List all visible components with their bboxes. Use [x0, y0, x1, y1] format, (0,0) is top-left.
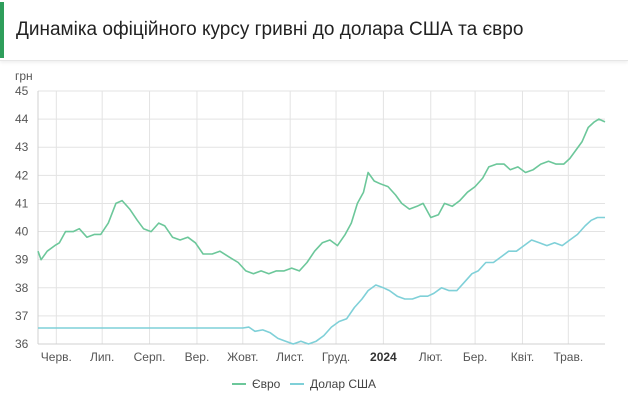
y-tick-label: 36 [15, 337, 29, 351]
x-tick-label: Вер. [185, 350, 210, 364]
x-tick-label: 2024 [370, 350, 397, 364]
legend-label: Долар США [310, 377, 376, 391]
title-bar: Динаміка офіційного курсу гривні до дола… [0, 0, 628, 61]
y-axis-label: грн [15, 69, 33, 83]
y-tick-label: 38 [15, 281, 29, 295]
y-tick-label: 40 [15, 225, 29, 239]
x-tick-label: Лют. [419, 350, 443, 364]
y-tick-label: 44 [15, 112, 29, 126]
x-tick-label: Бер. [463, 350, 488, 364]
page-title: Динаміка офіційного курсу гривні до дола… [16, 19, 524, 40]
y-tick-label: 37 [15, 309, 29, 323]
x-tick-label: Черв. [41, 350, 72, 364]
grid-lines [38, 90, 605, 345]
title-accent-bar [0, 2, 4, 58]
x-tick-label: Лип. [90, 350, 114, 364]
legend: Євро Долар США [232, 377, 376, 391]
y-tick-label: 42 [15, 168, 29, 182]
x-tick-label: Серп. [134, 350, 166, 364]
x-tick-label: Груд. [322, 350, 350, 364]
usd-series-line [38, 216, 605, 345]
x-tick-label: Жовт. [227, 350, 258, 364]
y-tick-label: 43 [15, 140, 29, 154]
x-tick-label: Лист. [276, 350, 304, 364]
euro-series-line [37, 118, 606, 275]
x-tick-label: Трав. [553, 350, 583, 364]
x-tick-label: Квіт. [511, 350, 535, 364]
series-lines [37, 118, 606, 345]
y-tick-label: 39 [15, 253, 29, 267]
y-tick-label: 41 [15, 196, 29, 210]
legend-label: Євро [252, 377, 281, 391]
y-tick-label: 45 [15, 84, 29, 98]
